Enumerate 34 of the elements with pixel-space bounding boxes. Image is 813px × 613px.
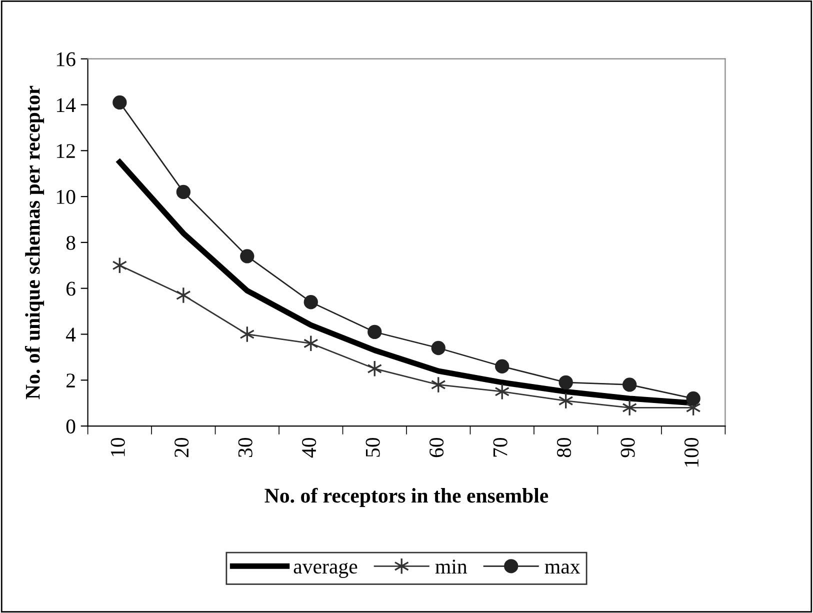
x-tick-label: 100: [684, 438, 699, 467]
y-tick-label: 4: [66, 328, 76, 342]
point: [495, 359, 510, 374]
legend-label: max: [544, 564, 580, 574]
legend-label: average: [294, 562, 358, 578]
x-tick-label: 30: [238, 438, 252, 457]
x-tick-label: 10: [110, 438, 125, 456]
x-tick-label: 40: [302, 438, 316, 458]
point: [431, 340, 446, 356]
x-axis-title: No. of receptors in the ensemble: [264, 488, 548, 507]
legend-label: min: [435, 560, 468, 574]
point: [558, 375, 573, 390]
y-tick-label: 10: [57, 190, 76, 204]
point: [176, 184, 190, 200]
x-tick-label: 90: [620, 438, 635, 458]
y-tick-label: 16: [57, 52, 76, 66]
point: [304, 295, 318, 310]
x-tick-label: 20: [174, 438, 189, 458]
y-tick-label: 8: [66, 236, 76, 250]
y-tick-label: 0: [66, 419, 76, 434]
y-axis-title: No. of unique schemas per receptor: [24, 86, 44, 400]
point: [686, 391, 700, 406]
point: [112, 95, 127, 110]
y-tick-label: 12: [57, 144, 75, 158]
y-tick-label: 2: [66, 374, 75, 388]
x-tick-label: 60: [430, 438, 444, 458]
point: [368, 324, 382, 340]
x-tick-label: 50: [366, 438, 380, 457]
point: [240, 249, 254, 264]
point: [622, 378, 637, 392]
y-tick-label: 14: [57, 98, 76, 112]
x-tick-label: 70: [493, 438, 508, 457]
x-tick-label: 80: [557, 438, 572, 458]
y-tick-label: 6: [66, 282, 76, 296]
